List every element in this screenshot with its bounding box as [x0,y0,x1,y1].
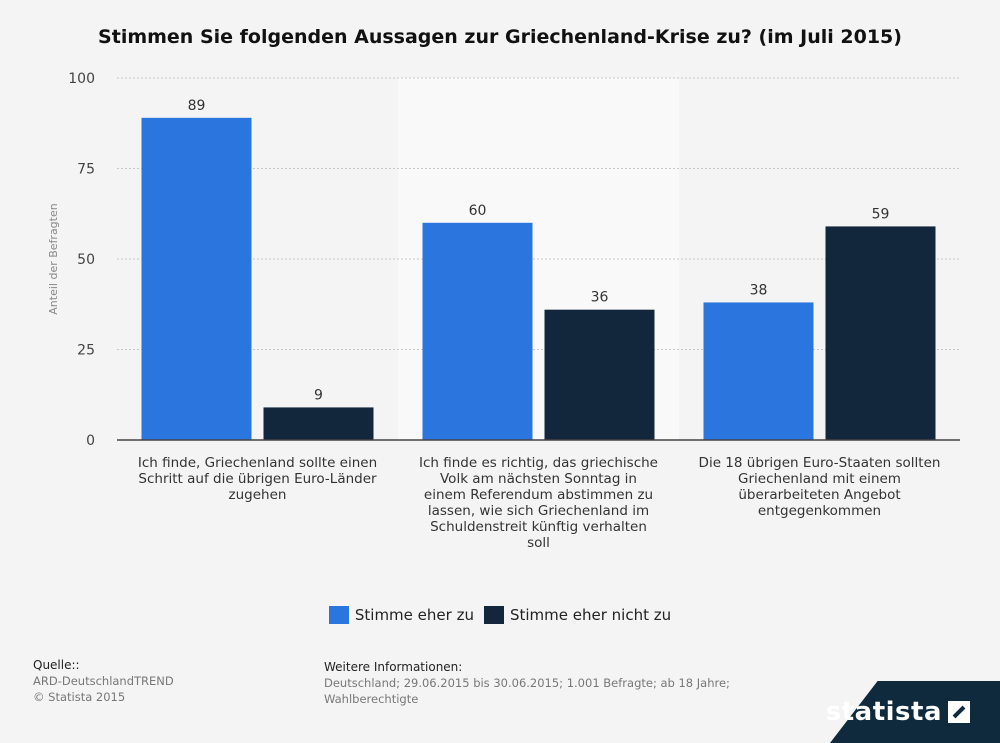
x-tick-label: Ich finde, Griechenland sollte einen Schr… [138,455,377,503]
bar-disagree [544,309,655,440]
data-label: 89 [188,98,206,114]
source-line[interactable]: ARD-DeutschlandTREND [33,674,174,688]
y-tick-label: 25 [77,343,95,359]
legend: Stimme eher zu Stimme eher nicht zu [0,606,1000,624]
y-tick-label: 100 [68,71,95,87]
bar-disagree [263,407,374,440]
legend-swatch-agree [328,606,349,624]
data-label: 38 [750,282,768,298]
bar-agree [141,117,252,440]
y-tick-label: 50 [77,252,95,268]
legend-label-disagree: Stimme eher nicht zu [509,606,672,624]
copyright-line: © Statista 2015 [33,690,126,704]
info-label: Weitere Informationen: [324,660,463,674]
bar-agree [422,222,533,440]
x-tick-label: Die 18 übrigen Euro-Staaten sollten Griec… [699,455,941,519]
info-block: Weitere Informationen: Deutschland; 29.0… [324,659,744,707]
data-label: 60 [469,203,487,219]
data-label: 36 [591,290,609,306]
y-tick-label: 0 [86,433,95,449]
info-text: Deutschland; 29.06.2015 bis 30.06.2015; … [324,676,730,706]
bar-agree [703,302,814,440]
x-tick-label: Ich finde es richtig, das griechische Vol… [419,455,658,551]
bar-disagree [825,226,936,440]
data-label: 9 [314,387,323,403]
statista-logo[interactable]: statista [825,697,942,727]
legend-item-disagree[interactable]: Stimme eher nicht zu [483,606,672,624]
chart-title: Stimmen Sie folgenden Aussagen zur Griec… [98,26,902,48]
legend-label-agree: Stimme eher zu [354,606,474,624]
source-block: Quelle:: ARD-DeutschlandTREND © Statista… [33,657,174,705]
statista-logo-icon [948,701,970,723]
legend-item-agree[interactable]: Stimme eher zu [328,606,474,624]
data-label: 59 [872,206,890,222]
y-tick-label: 75 [77,162,95,178]
bar-chart: 0 25 50 75 100 Anteil der Befragten 89 60 38 9 36 5… [47,71,960,551]
source-label: Quelle:: [33,658,80,672]
y-axis-label: Anteil der Befragten [47,203,60,314]
legend-swatch-disagree [483,606,504,624]
